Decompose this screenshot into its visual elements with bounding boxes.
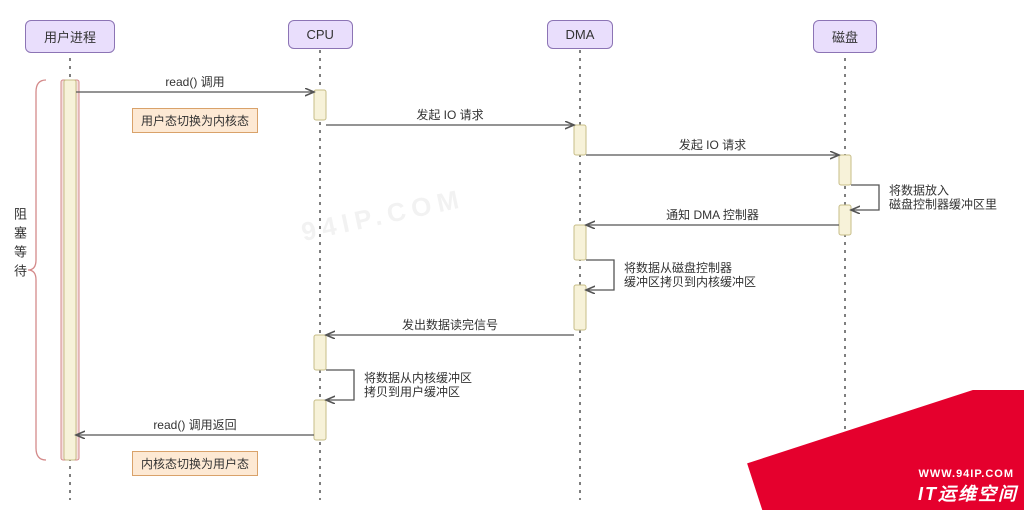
participant-disk: 磁盘	[813, 20, 877, 53]
participant-label: 用户进程	[44, 30, 96, 45]
note-kernel-to-user: 内核态切换为用户态	[132, 451, 258, 476]
participant-cpu: CPU	[288, 20, 353, 49]
svg-text:发起 IO 请求: 发起 IO 请求	[416, 107, 483, 122]
svg-text:缓冲区拷贝到内核缓冲区: 缓冲区拷贝到内核缓冲区	[624, 274, 756, 289]
svg-text:发起 IO 请求: 发起 IO 请求	[679, 137, 746, 152]
svg-text:发出数据读完信号: 发出数据读完信号	[402, 317, 498, 332]
participant-dma: DMA	[547, 20, 614, 49]
blocking-wait-label: 阻塞等待	[10, 207, 29, 283]
svg-text:read() 调用: read() 调用	[165, 75, 224, 89]
svg-text:通知 DMA 控制器: 通知 DMA 控制器	[666, 208, 759, 222]
svg-text:read() 调用返回: read() 调用返回	[153, 418, 236, 432]
svg-text:将数据从内核缓冲区: 将数据从内核缓冲区	[364, 370, 472, 385]
participant-label: CPU	[307, 27, 334, 42]
sequence-diagram-svg: read() 调用发起 IO 请求发起 IO 请求将数据放入磁盘控制器缓冲区里通…	[0, 0, 1024, 510]
participant-label: DMA	[566, 27, 595, 42]
svg-text:拷贝到用户缓冲区: 拷贝到用户缓冲区	[364, 384, 460, 399]
participant-label: 磁盘	[832, 30, 858, 45]
note-user-to-kernel: 用户态切换为内核态	[132, 108, 258, 133]
svg-text:将数据从磁盘控制器: 将数据从磁盘控制器	[624, 260, 732, 275]
svg-text:将数据放入: 将数据放入	[889, 183, 949, 198]
svg-text:磁盘控制器缓冲区里: 磁盘控制器缓冲区里	[889, 197, 997, 212]
participant-user: 用户进程	[25, 20, 115, 53]
